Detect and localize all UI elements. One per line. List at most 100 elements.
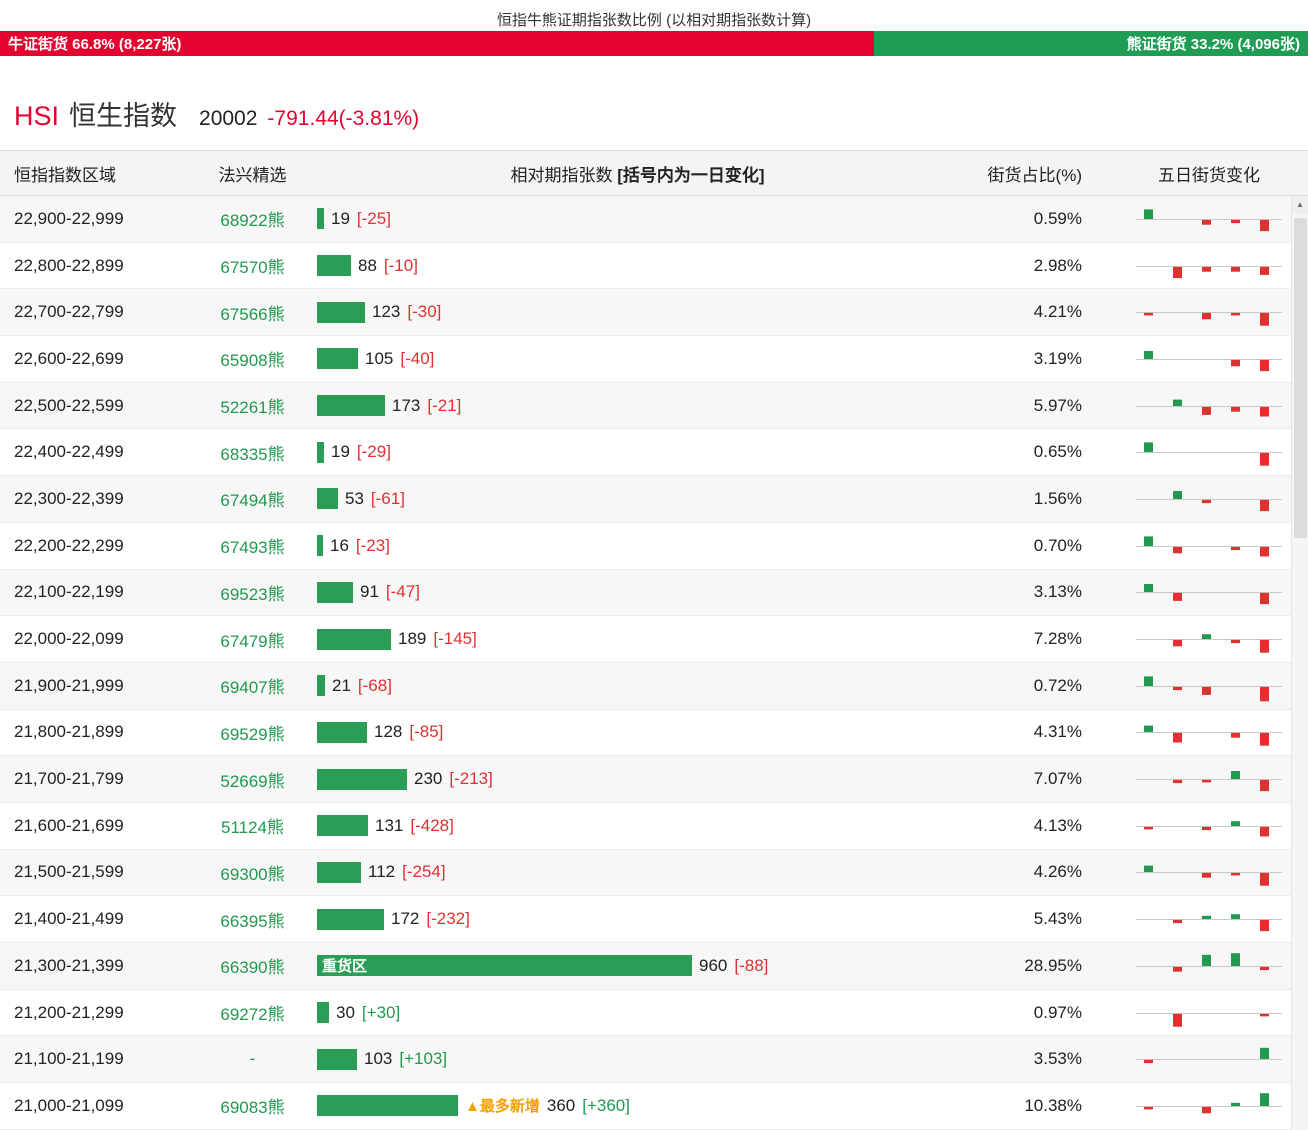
col-header-contracts-note: [括号内为一日变化] xyxy=(617,165,765,185)
sg-pick-link[interactable]: 69083熊 xyxy=(220,1098,285,1118)
sg-pick-link[interactable]: 52669熊 xyxy=(220,771,285,791)
contracts-cell: 128 [-85] xyxy=(315,721,960,743)
table-row[interactable]: 22,800-22,899 67570熊 88 [-10] 2.98% xyxy=(0,242,1308,290)
index-range-label: 21,300-21,399 xyxy=(14,955,124,975)
table-row[interactable]: 21,500-21,599 69300熊 112 [-254] 4.26% xyxy=(0,849,1308,897)
contracts-value: 105 xyxy=(365,348,394,368)
sg-pick-link[interactable]: 68922熊 xyxy=(220,211,285,231)
day-change: [-68] xyxy=(357,675,392,695)
table-row[interactable]: 22,200-22,299 67493熊 16 [-23] 0.70% xyxy=(0,522,1308,570)
five-day-chart xyxy=(1110,574,1308,610)
oi-percent: 7.07% xyxy=(1033,769,1082,789)
table-row[interactable]: 21,900-21,999 69407熊 21 [-68] 0.72% xyxy=(0,662,1308,710)
contracts-value: 21 xyxy=(332,675,351,695)
five-day-sparkline xyxy=(1136,1048,1282,1064)
oi-percent: 3.13% xyxy=(1033,582,1082,602)
table-row[interactable]: 21,100-21,199 - 103 [+103] 3.53% xyxy=(0,1036,1308,1084)
table-row[interactable]: 22,400-22,499 68335熊 19 [-29] 0.65% xyxy=(0,429,1308,477)
day-change: [+360] xyxy=(582,1095,630,1115)
table-row[interactable]: 22,900-22,999 68922熊 19 [-25] 0.59% xyxy=(0,196,1308,243)
contracts-bar xyxy=(317,1095,458,1117)
contracts-bar xyxy=(317,441,324,463)
sg-pick-link[interactable]: 65908熊 xyxy=(220,351,285,371)
scrollbar-thumb[interactable] xyxy=(1294,218,1307,538)
day-change: [-232] xyxy=(426,909,470,929)
oi-percent: 0.70% xyxy=(1033,535,1082,555)
table-row[interactable]: 22,000-22,099 67479熊 189 [-145] 7.28% xyxy=(0,616,1308,663)
contracts-cell: 131 [-428] xyxy=(315,815,960,837)
table-body: 22,900-22,999 68922熊 19 [-25] 0.59% 22,800-22… xyxy=(0,196,1308,1130)
table-row[interactable]: 21,000-21,099 69083熊 ▲最多新增 360 [+360] 10.38% xyxy=(0,1083,1308,1130)
five-day-chart xyxy=(1110,341,1308,377)
day-change: [-88] xyxy=(734,955,769,975)
contracts-cell: 105 [-40] xyxy=(315,348,960,370)
contracts-value: 53 xyxy=(345,488,364,508)
sg-pick-link[interactable]: 67479熊 xyxy=(220,631,285,651)
contracts-bar xyxy=(317,535,323,557)
five-day-chart xyxy=(1110,808,1308,844)
sg-pick-link[interactable]: 68335熊 xyxy=(220,444,285,464)
heavy-zone-tag: 重货区 xyxy=(322,958,368,976)
contracts-bar xyxy=(317,768,407,790)
sg-pick-link[interactable]: 67493熊 xyxy=(220,538,285,558)
oi-percent: 7.28% xyxy=(1033,629,1082,649)
scroll-up-icon[interactable]: ▲ xyxy=(1292,196,1308,214)
table-row[interactable]: 22,500-22,599 52261熊 173 [-21] 5.97% xyxy=(0,382,1308,430)
day-change: [-47] xyxy=(385,582,420,602)
contracts-bar xyxy=(317,255,351,277)
table-row[interactable]: 21,800-21,899 69529熊 128 [-85] 4.31% xyxy=(0,709,1308,757)
table-row[interactable]: 22,100-22,199 69523熊 91 [-47] 3.13% xyxy=(0,569,1308,617)
table-row[interactable]: 22,600-22,699 65908熊 105 [-40] 3.19% xyxy=(0,336,1308,383)
contracts-cell: 30 [+30] xyxy=(315,1002,960,1024)
contracts-cell: 103 [+103] xyxy=(315,1048,960,1070)
sg-pick-link[interactable]: 67566熊 xyxy=(220,304,285,324)
sg-pick-link[interactable]: 67570熊 xyxy=(220,258,285,278)
contracts-value: 16 xyxy=(330,535,349,555)
oi-percent: 0.97% xyxy=(1033,1002,1082,1022)
contracts-bar xyxy=(317,301,365,323)
oi-percent: 2.98% xyxy=(1033,255,1082,275)
table-row[interactable]: 21,300-21,399 66390熊 重货区 960 [-88] 28.95% xyxy=(0,943,1308,990)
table-row[interactable]: 21,400-21,499 66395熊 172 [-232] 5.43% xyxy=(0,896,1308,943)
sg-pick-link[interactable]: 69407熊 xyxy=(220,678,285,698)
sg-pick-link[interactable]: 51124熊 xyxy=(220,818,284,838)
day-change: [-428] xyxy=(410,815,454,835)
five-day-chart xyxy=(1110,761,1308,797)
table-row[interactable]: 22,700-22,799 67566熊 123 [-30] 4.21% xyxy=(0,289,1308,337)
table-row[interactable]: 22,300-22,399 67494熊 53 [-61] 1.56% xyxy=(0,476,1308,523)
sg-pick-link[interactable]: 66390熊 xyxy=(220,958,285,978)
day-change: [+30] xyxy=(361,1002,401,1022)
five-day-sparkline xyxy=(1136,399,1282,417)
five-day-chart xyxy=(1110,294,1308,330)
index-range-label: 21,200-21,299 xyxy=(14,1002,124,1022)
index-range-label: 21,700-21,799 xyxy=(14,769,124,789)
index-range-label: 21,600-21,699 xyxy=(14,815,124,835)
contracts-value: 103 xyxy=(364,1049,393,1069)
scrollbar[interactable]: ▲ xyxy=(1291,196,1308,1130)
day-change: [-40] xyxy=(400,348,435,368)
contracts-bar xyxy=(317,861,361,883)
sg-pick-link[interactable]: 69529熊 xyxy=(220,724,285,744)
contracts-cell: 16 [-23] xyxy=(315,535,960,557)
sg-pick-link[interactable]: 69272熊 xyxy=(220,1005,285,1025)
five-day-sparkline xyxy=(1136,866,1282,887)
sg-pick-link[interactable]: 67494熊 xyxy=(220,491,285,511)
index-range-label: 22,300-22,399 xyxy=(14,488,124,508)
sg-pick-link[interactable]: 52261熊 xyxy=(220,398,285,418)
oi-percent: 10.38% xyxy=(1024,1095,1082,1115)
day-change: [+103] xyxy=(399,1049,448,1069)
sg-pick-link[interactable]: 69523熊 xyxy=(220,584,285,604)
index-range-label: 22,700-22,799 xyxy=(14,302,124,322)
table-row[interactable]: 21,700-21,799 52669熊 230 [-213] 7.07% xyxy=(0,756,1308,803)
index-range-label: 21,000-21,099 xyxy=(14,1095,124,1115)
contracts-value: 189 xyxy=(398,629,427,649)
table-row[interactable]: 21,200-21,299 69272熊 30 [+30] 0.97% xyxy=(0,989,1308,1037)
index-range-label: 22,500-22,599 xyxy=(14,395,124,415)
day-change: [-30] xyxy=(407,302,442,322)
table-row[interactable]: 21,600-21,699 51124熊 131 [-428] 4.13% xyxy=(0,802,1308,850)
sg-pick-link[interactable]: 69300熊 xyxy=(220,864,285,884)
five-day-chart xyxy=(1110,248,1308,284)
contracts-cell: 21 [-68] xyxy=(315,675,960,697)
index-range-label: 22,100-22,199 xyxy=(14,582,124,602)
sg-pick-link[interactable]: 66395熊 xyxy=(220,911,285,931)
